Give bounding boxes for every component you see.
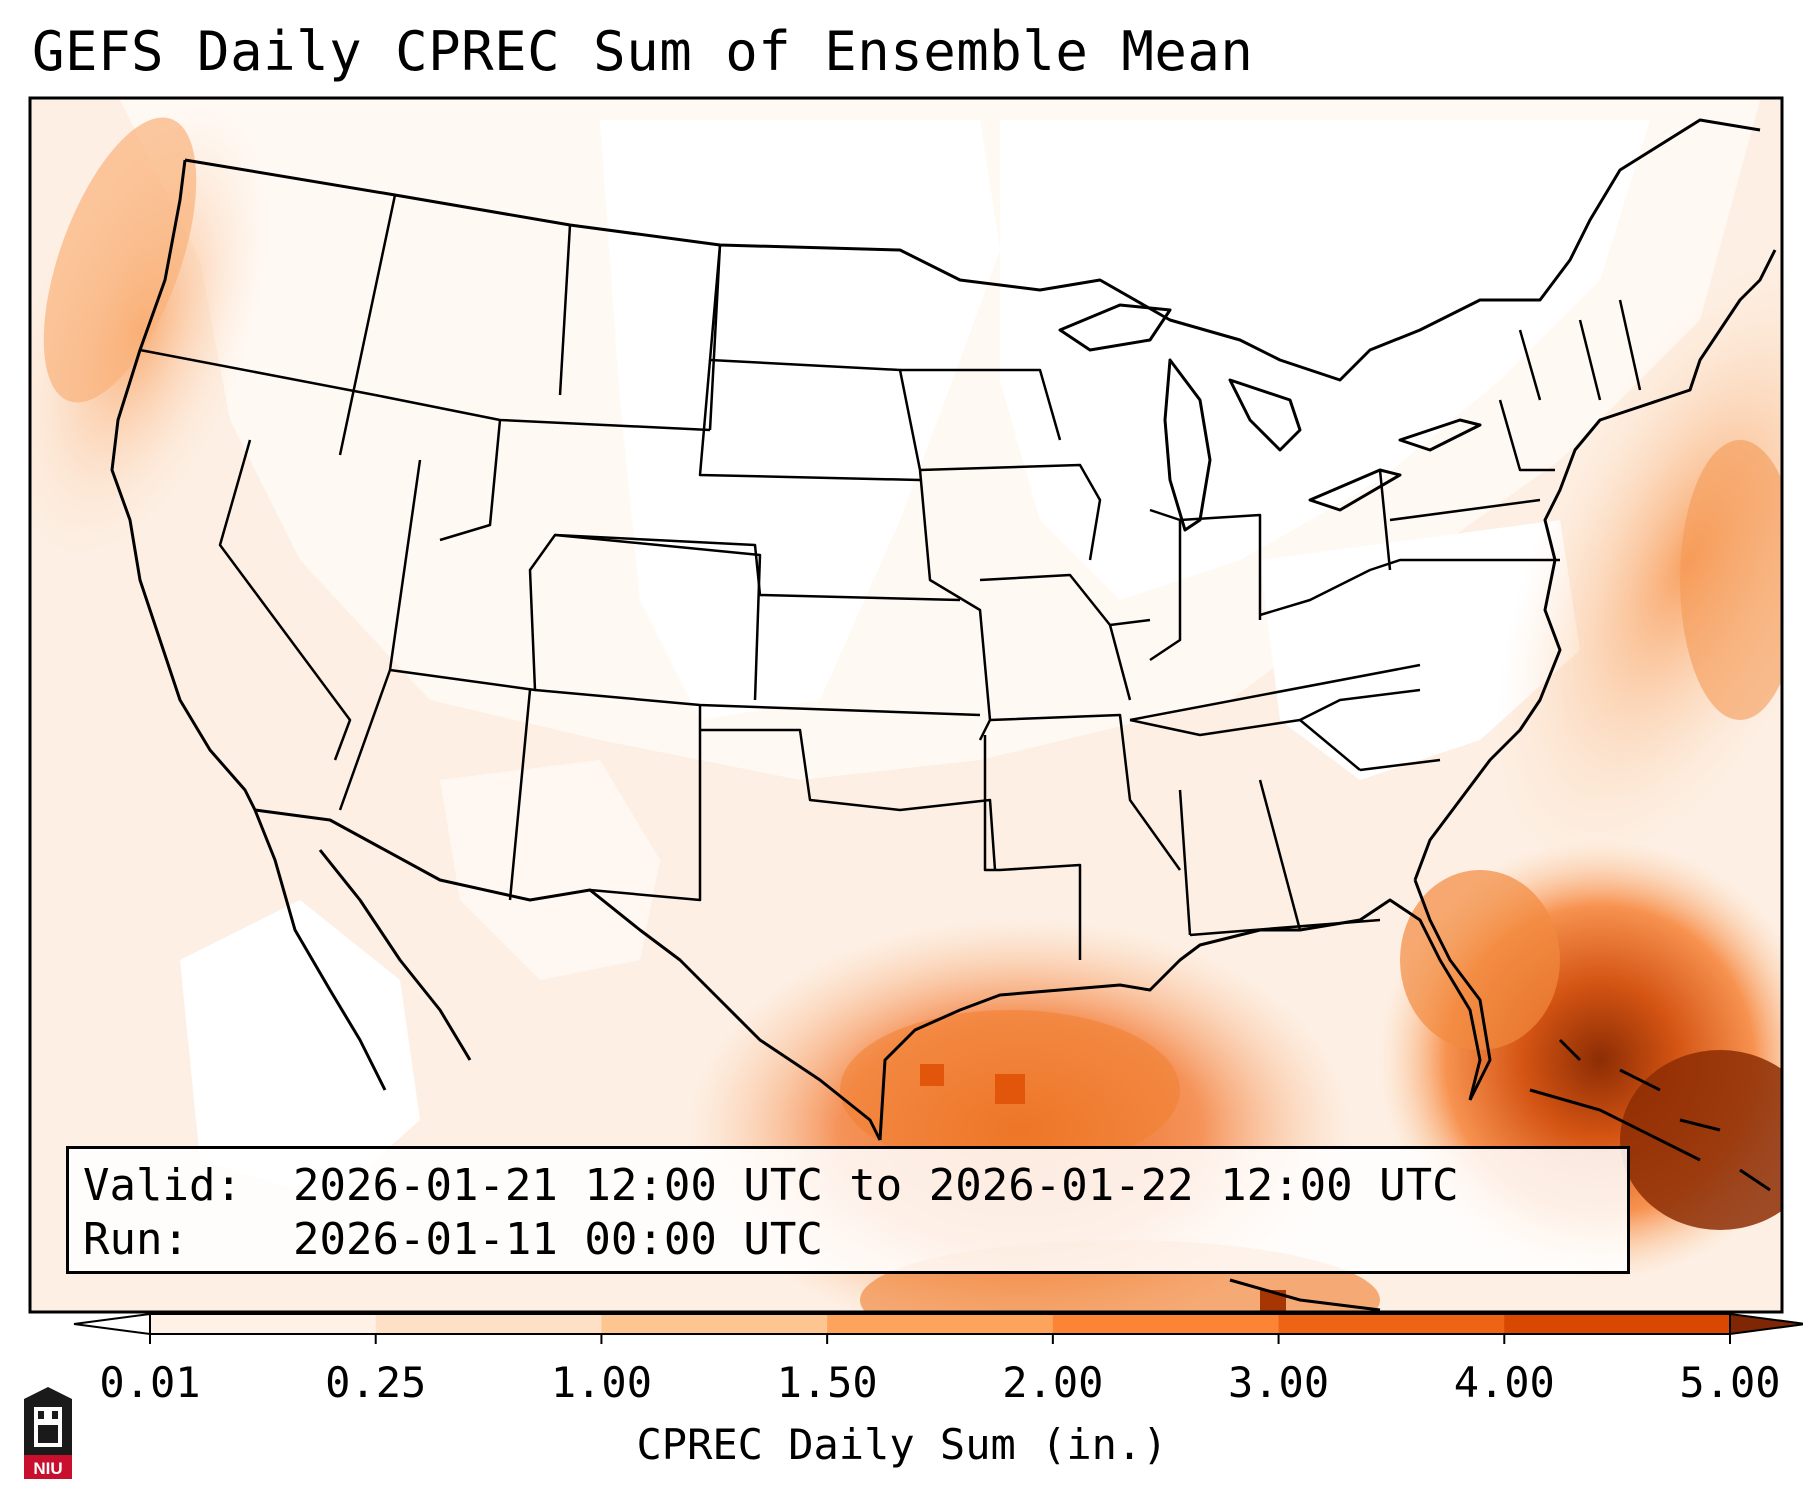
colorbar-segment xyxy=(601,1314,828,1334)
colorbar-segment xyxy=(1052,1314,1280,1334)
colorbar-tick-label: 4.00 xyxy=(1453,1358,1555,1407)
colorbar-tick-label: 0.25 xyxy=(325,1358,427,1407)
colorbar-outline xyxy=(149,1313,1731,1335)
colorbar-tick-label: 1.50 xyxy=(776,1358,878,1407)
map-title: GEFS Daily CPREC Sum of Ensemble Mean xyxy=(32,20,1254,83)
caribbean-islands xyxy=(1229,1038,1771,1312)
run-key: Run: xyxy=(83,1214,189,1265)
valid-key: Valid: xyxy=(83,1160,242,1211)
map-frame xyxy=(28,96,1784,1314)
colorbar-segments xyxy=(150,1314,1731,1334)
valid-value: 2026-01-21 12:00 UTC to 2026-01-22 12:00… xyxy=(293,1160,1459,1211)
colorbar-segment xyxy=(1504,1314,1731,1334)
run-value: 2026-01-11 00:00 UTC xyxy=(293,1214,823,1265)
niu-logo-icon: NIU xyxy=(24,1387,72,1479)
valid-line: Valid: 2026-01-21 12:00 UTC to 2026-01-22… xyxy=(83,1159,1627,1213)
colorbar-tick-label: 2.00 xyxy=(1002,1358,1104,1407)
colorbar-ticks xyxy=(149,1334,1731,1344)
colorbar-tick-label: 3.00 xyxy=(1227,1358,1330,1407)
info-box: Valid: 2026-01-21 12:00 UTC to 2026-01-22… xyxy=(66,1146,1630,1274)
state-borders xyxy=(139,194,1642,960)
colorbar-segment xyxy=(375,1314,602,1334)
colorbar-over-arrow xyxy=(1729,1312,1803,1336)
colorbar-under-arrow xyxy=(73,1312,151,1336)
niu-logo-text: NIU xyxy=(33,1459,62,1478)
colorbar-tick-label: 0.01 xyxy=(99,1358,201,1407)
coastlines-borders xyxy=(110,118,1777,1141)
colorbar-tick-label: 5.00 xyxy=(1679,1358,1781,1407)
colorbar-label: CPREC Daily Sum (in.) xyxy=(636,1420,1168,1469)
colorbar xyxy=(73,1312,1803,1344)
run-line: Run: 2026-01-11 00:00 UTC xyxy=(83,1213,1627,1267)
colorbar-tick-label: 1.00 xyxy=(550,1358,652,1407)
colorbar-segment xyxy=(1278,1314,1505,1334)
colorbar-segment xyxy=(827,1314,1054,1334)
colorbar-segment xyxy=(150,1314,377,1334)
